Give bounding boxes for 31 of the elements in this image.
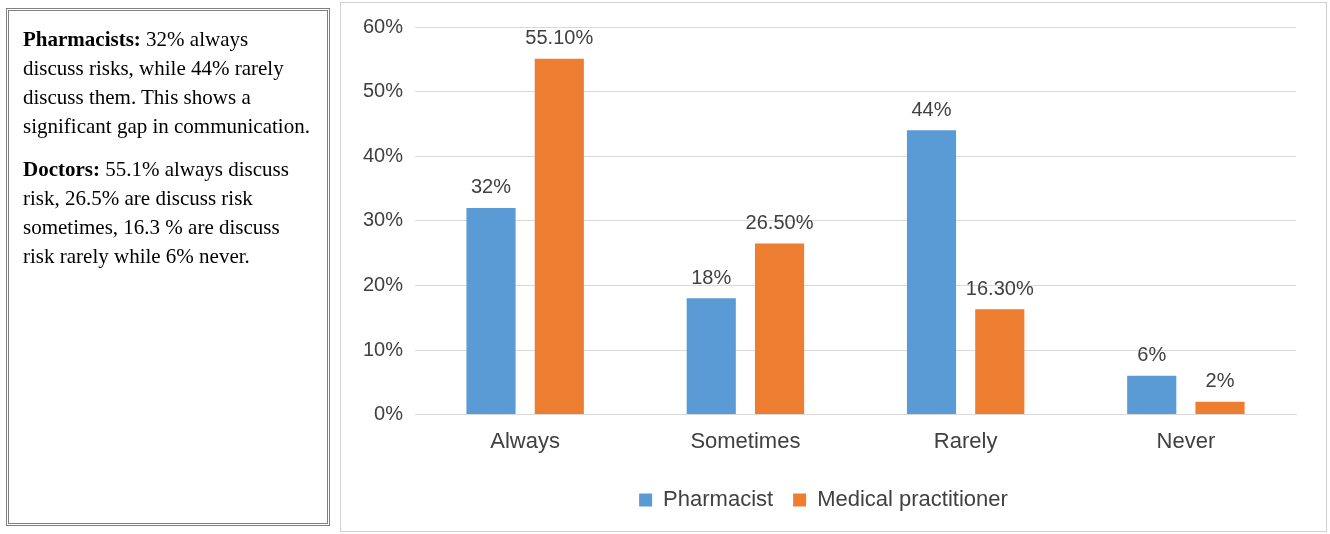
text: Pharmacists: 32% always discuss risks, while 44% rarely discuss them. This shows a significant gap in communication. — [23, 26, 311, 140]
bar — [754, 243, 805, 415]
legend-label: Pharmacist — [663, 486, 774, 512]
x-tick-label: Never — [1156, 427, 1216, 453]
data-label: 26.50% — [745, 210, 814, 233]
bar — [906, 130, 957, 415]
x-tick-label: Rarely — [933, 427, 998, 453]
data-label: 32% — [471, 175, 512, 198]
bar — [1195, 401, 1245, 415]
y-tick-label: 20% — [363, 272, 404, 295]
bar — [686, 298, 736, 415]
data-label: 2% — [1205, 369, 1235, 392]
y-tick-label: 40% — [363, 143, 404, 166]
data-label: 16.30% — [965, 276, 1034, 299]
y-tick-label: 0% — [374, 402, 404, 425]
bar — [466, 207, 516, 415]
text: Doctors: 55.1% always discuss risk, 26.5% are discuss risk sometimes, 16.3 % are discuss risk rarely while 6% never. — [23, 156, 290, 270]
y-tick-label: 30% — [363, 208, 404, 231]
legend-label: Medical practitioner — [817, 486, 1008, 512]
data-label: 55.10% — [525, 26, 594, 49]
bar — [975, 309, 1025, 415]
y-tick-label: 50% — [363, 79, 404, 102]
bar — [534, 58, 584, 415]
x-tick-label: Always — [490, 427, 560, 453]
data-label: 44% — [911, 97, 952, 120]
bar — [1127, 375, 1177, 415]
y-tick-label: 60% — [363, 14, 404, 37]
data-label: 18% — [691, 265, 732, 288]
data-label: 6% — [1137, 343, 1167, 366]
x-tick-label: Sometimes — [690, 427, 801, 453]
y-tick-label: 10% — [363, 337, 404, 360]
